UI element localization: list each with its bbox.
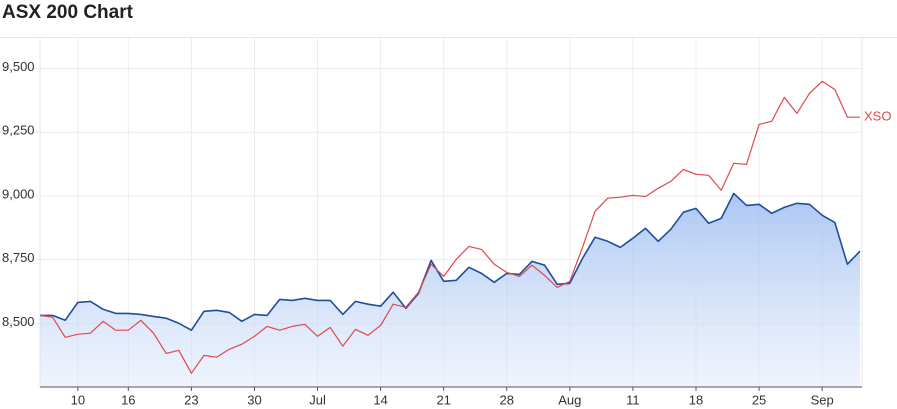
series-line [39,80,860,374]
x-tick-label: 23 [184,392,198,407]
series-label: XSO [864,109,891,124]
x-tick-label: 18 [689,392,703,407]
area [40,193,860,387]
x-tick-label: 14 [373,392,387,407]
x-tick-label: Sep [811,392,834,407]
y-tick-label: 9,500 [2,59,35,74]
x-tick-label: 10 [71,392,85,407]
x-tick-label: 16 [121,392,135,407]
x-tick-label: 30 [247,392,261,407]
chart-title: ASX 200 Chart [2,2,134,23]
series-line [40,192,861,331]
x-tick-label: 11 [626,392,640,407]
x-tick-label: Jul [309,392,326,407]
y-tick-label: 9,000 [2,186,35,201]
x-tick-label: 28 [500,392,514,407]
labels: 8,500 8,750 9,000 9,250 9,500 10 16 23 30 Jul 14 21… [2,59,891,407]
plot [39,80,861,387]
x-tick-label: 21 [436,392,450,407]
y-tick-label: 8,750 [2,250,35,265]
y-tick-label: 8,500 [2,314,35,329]
y-tick-label: 9,250 [2,123,35,138]
x-tick-label: 25 [752,392,766,407]
x-tick-label: Aug [558,392,581,407]
